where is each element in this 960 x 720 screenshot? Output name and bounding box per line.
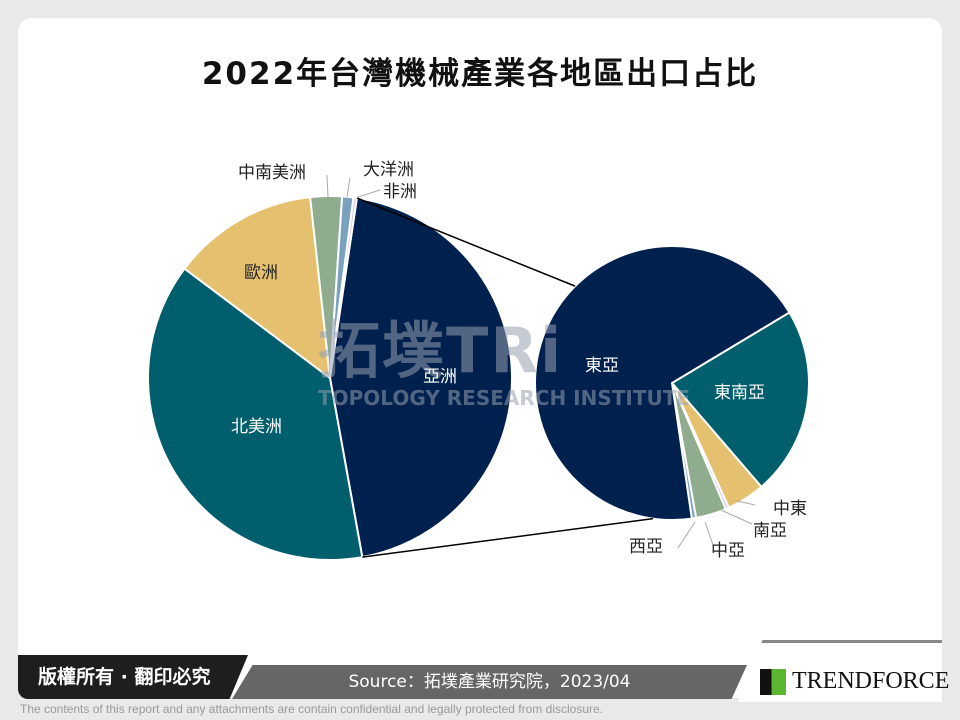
- label-europe: 歐洲: [244, 263, 278, 283]
- label-oceania: 大洋洲: [363, 160, 414, 180]
- leader-line-1: [346, 177, 351, 198]
- label-south-asia: 南亞: [753, 521, 787, 541]
- main-pie-slice-2: [183, 195, 332, 381]
- leader-line-0: [326, 174, 329, 198]
- leader-line-3: [736, 500, 756, 506]
- main-pie-slice-0: [328, 196, 513, 559]
- chart-title: 2022年台灣機械產業各地區出口占比: [201, 56, 759, 92]
- label-east-asia: 東亞: [585, 356, 619, 376]
- sub-pie-slice-0: [670, 311, 810, 489]
- label-west-asia: 西亞: [629, 537, 663, 557]
- copyright-banner: 版權所有 · 翻印必究: [18, 655, 248, 699]
- trendforce-logo-icon: [760, 668, 786, 695]
- label-middle-east: 中東: [773, 499, 807, 519]
- label-africa: 非洲: [383, 182, 417, 202]
- main-pie-slice-5: [329, 196, 359, 379]
- leader-line-2: [357, 189, 381, 198]
- label-asia: 亞洲: [423, 367, 457, 387]
- leader-line-5: [704, 521, 714, 546]
- sub-pie-slice-5: [534, 245, 791, 521]
- leader-line-6: [677, 521, 696, 549]
- connector-line-bottom: [362, 517, 654, 558]
- trendforce-logo: TRENDFORCE: [760, 668, 949, 695]
- label-southeast-asia: 東南亞: [714, 383, 765, 403]
- label-north-america: 北美洲: [231, 417, 282, 437]
- label-central-asia: 中亞: [711, 541, 745, 561]
- main-pie-slice-1: [147, 267, 364, 561]
- leader-line-4: [720, 509, 753, 525]
- disclaimer: The contents of this report and any atta…: [20, 702, 603, 716]
- source-banner: Source：拓墣產業研究院，2023/04: [232, 665, 747, 699]
- label-latin-america: 中南美洲: [238, 163, 306, 183]
- connector-line-top: [356, 197, 576, 287]
